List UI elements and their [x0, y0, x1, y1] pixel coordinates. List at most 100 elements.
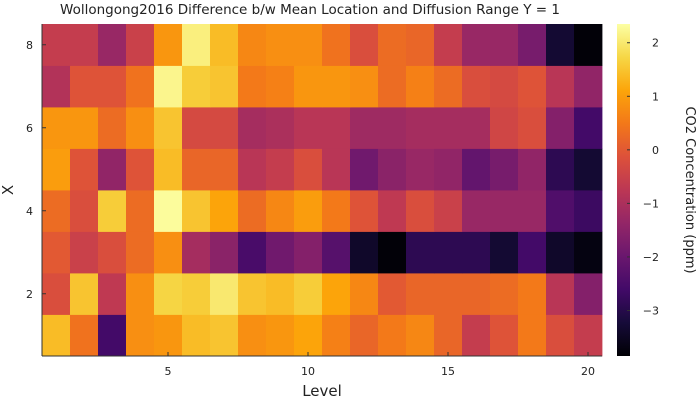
heatmap-cell: [266, 273, 295, 315]
heatmap-cell: [518, 107, 547, 149]
heatmap-cell: [406, 107, 435, 149]
heatmap-cell: [350, 190, 379, 232]
heatmap-cell: [182, 231, 211, 274]
heatmap-cell: [322, 231, 351, 274]
heatmap-cell: [42, 148, 71, 191]
heatmap-cell: [98, 314, 127, 357]
heatmap-cell: [322, 107, 351, 149]
heatmap-cell: [378, 24, 407, 66]
colorbar-label: CO2 Concentration (ppm): [682, 106, 697, 273]
heatmap-cell: [266, 107, 295, 149]
heatmap-cell: [42, 231, 71, 274]
heatmap-cell: [378, 190, 407, 232]
heatmap-cell: [42, 190, 71, 232]
heatmap-cell: [154, 24, 183, 66]
colorbar-tick-label: 0: [652, 144, 659, 157]
heatmap-cell: [546, 107, 575, 149]
heatmap-cell: [434, 314, 463, 357]
heatmap-cell: [98, 65, 127, 108]
x-tick-label: 15: [441, 365, 455, 378]
heatmap-cell: [490, 231, 519, 274]
heatmap-cell: [210, 65, 239, 108]
heatmap-cell: [462, 314, 491, 357]
heatmap-cell: [42, 314, 71, 357]
y-axis-label: X: [0, 185, 17, 195]
heatmap-cell: [98, 273, 127, 315]
colorbar-tick-label: −1: [643, 197, 659, 210]
heatmap-cell: [322, 148, 351, 191]
chart-title: Wollongong2016 Difference b/w Mean Locat…: [60, 2, 560, 18]
heatmap-cell: [546, 24, 575, 66]
heatmap-cell: [294, 190, 323, 232]
heatmap-cell: [434, 190, 463, 232]
heatmap-cell: [518, 148, 547, 191]
heatmap-cell: [126, 314, 155, 357]
heatmap-cell: [70, 273, 99, 315]
heatmap-cell: [70, 107, 99, 149]
heatmap-cell: [462, 107, 491, 149]
heatmap-cell: [42, 273, 71, 315]
heatmap-cell: [182, 24, 211, 66]
y-tick-label: 4: [26, 205, 33, 218]
colorbar-tick-label: 2: [652, 37, 659, 50]
heatmap-cell: [210, 190, 239, 232]
heatmap-cell: [574, 231, 603, 274]
heatmap-cell: [42, 107, 71, 149]
heatmap-cell: [266, 314, 295, 357]
heatmap-cell: [322, 314, 351, 357]
heatmap-cell: [182, 148, 211, 191]
heatmap-cell: [378, 314, 407, 357]
heatmap-cell: [42, 65, 71, 108]
heatmap-cell: [70, 231, 99, 274]
heatmap-cell: [490, 190, 519, 232]
heatmap-cell: [126, 24, 155, 66]
heatmap-cell: [98, 231, 127, 274]
heatmap-cell: [406, 24, 435, 66]
heatmap-cell: [546, 314, 575, 357]
heatmap-cell: [574, 65, 603, 108]
heatmap-cell: [294, 65, 323, 108]
heatmap-cell: [518, 190, 547, 232]
heatmap-cell: [294, 231, 323, 274]
heatmap-cell: [406, 148, 435, 191]
x-tick-label: 10: [301, 365, 315, 378]
heatmap-cell: [266, 24, 295, 66]
heatmap-cell: [490, 107, 519, 149]
heatmap-cell: [546, 148, 575, 191]
heatmap-cell: [182, 107, 211, 149]
x-axis-ticks: 5 10 15 20: [165, 352, 595, 378]
heatmap-cell: [322, 24, 351, 66]
heatmap-cell: [126, 231, 155, 274]
colorbar-tick-label: −2: [643, 251, 659, 264]
heatmap-cell: [490, 148, 519, 191]
heatmap-cell: [98, 24, 127, 66]
heatmap-cell: [350, 24, 379, 66]
heatmap-cell: [574, 273, 603, 315]
heatmap-cell: [462, 231, 491, 274]
heatmap-cell: [266, 65, 295, 108]
heatmap-cell: [406, 314, 435, 357]
heatmap-cell: [266, 148, 295, 191]
heatmap-cell: [154, 148, 183, 191]
heatmap-cell: [210, 273, 239, 315]
colorbar-ticks: 2 1 0 −1 −2 −3: [627, 37, 659, 317]
heatmap-cell: [238, 190, 267, 232]
heatmap-cell: [182, 190, 211, 232]
heatmap-cell: [378, 65, 407, 108]
colorbar: [617, 24, 630, 356]
heatmap-cell: [378, 231, 407, 274]
heatmap-cell: [574, 314, 603, 357]
heatmap-cell: [462, 148, 491, 191]
heatmap-cell: [294, 273, 323, 315]
y-tick-label: 6: [26, 122, 33, 135]
heatmap-cell: [574, 107, 603, 149]
heatmap-cell: [462, 65, 491, 108]
colorbar-tick-label: −3: [643, 304, 659, 317]
heatmap-cell: [210, 107, 239, 149]
heatmap-cell: [490, 24, 519, 66]
heatmap-cell: [406, 65, 435, 108]
heatmap-cell: [238, 231, 267, 274]
y-axis-ticks: 2 4 6 8: [26, 39, 46, 301]
heatmap-cell: [70, 190, 99, 232]
